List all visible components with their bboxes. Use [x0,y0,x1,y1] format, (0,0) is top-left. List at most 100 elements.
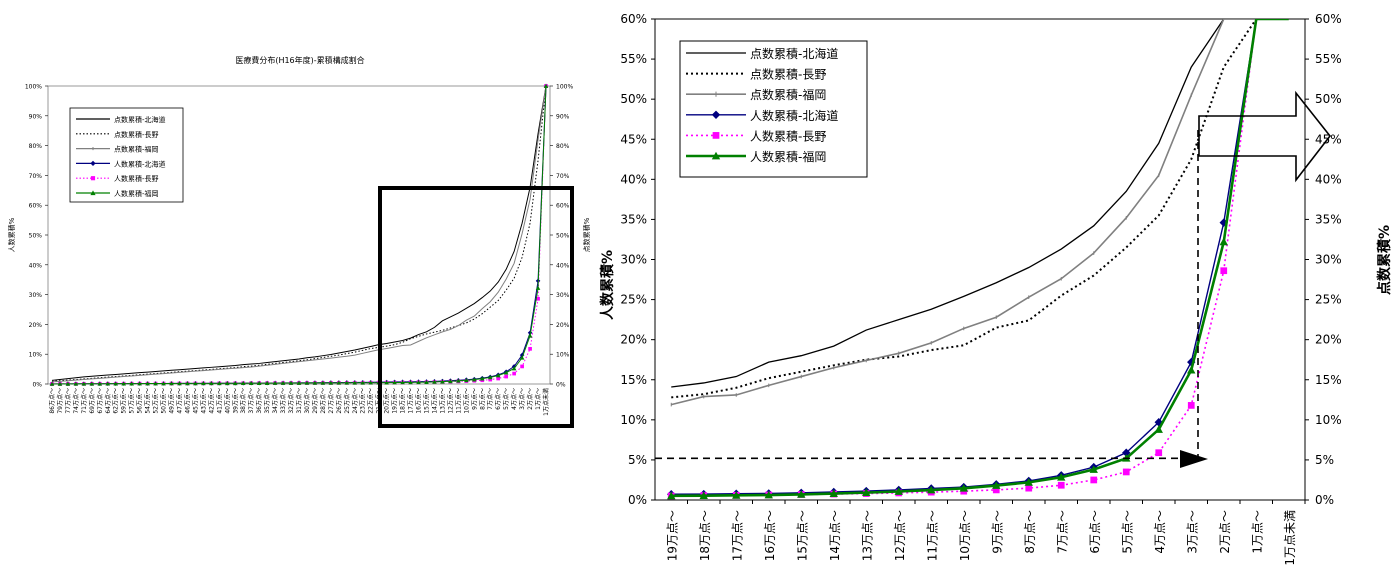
data-point [1219,237,1228,246]
x-tick-label: 29万点～ [311,388,319,414]
data-point [57,381,63,386]
data-point [862,488,871,496]
x-tick-label: 52万点～ [152,388,160,414]
y-tick-label: 80% [29,143,43,150]
data-point [1057,481,1065,489]
data-point [894,487,903,495]
arrow-right-small [1180,450,1208,468]
data-point [121,381,126,386]
x-tick-label: 14万点～ [828,510,842,561]
legend-marker [711,151,721,160]
x-tick-label: 59万点～ [120,388,128,414]
y2-tick-label: 50% [556,233,570,240]
y2-tick-label: 5% [1315,453,1334,467]
data-point [89,381,95,386]
legend-marker [90,160,96,166]
data-point [528,346,532,351]
x-tick-label: 45万点～ [191,388,199,414]
x-tick-label: 12万点～ [893,510,907,561]
y-tick-label: 60% [29,203,43,210]
legend-marker [712,132,720,139]
data-point [432,379,437,384]
data-point [153,381,158,386]
x-tick-label: 16万点～ [415,388,423,414]
x-tick-label: 32万点～ [287,388,295,414]
x-tick-label: 22万点～ [367,388,375,414]
data-point [360,380,366,385]
x-tick-label: 10万点～ [958,510,972,561]
x-tick-label: 26万点～ [335,388,343,414]
y2-tick-label: 40% [1315,172,1342,186]
legend-marker [711,110,721,119]
x-tick-label: 23万点～ [359,388,367,414]
data-point [113,381,119,386]
x-tick-label: 20万点～ [383,388,391,414]
y2-tick-label: 55% [1315,52,1342,66]
data-point [161,381,166,386]
y-tick-label: 10% [620,413,647,427]
y2-tick-label: 60% [1315,12,1342,26]
x-tick-label: 64万点～ [104,388,112,414]
data-point [1187,402,1195,409]
x-tick-label: 54万点～ [144,388,152,414]
y2-tick-label: 40% [556,262,570,269]
x-tick-label: 50万点～ [160,388,168,414]
y-tick-label: 50% [29,233,43,240]
data-point [1089,465,1098,473]
data-point [1024,478,1033,486]
x-tick-label: 37万点～ [247,388,255,414]
data-point [1122,468,1130,476]
y2-tick-label: 35% [1315,212,1342,226]
x-tick-label: 1万点未満 [542,388,550,416]
data-point [352,380,358,385]
y2-tick-label: 20% [1315,333,1342,347]
x-tick-label: 28万点～ [319,388,327,414]
data-point [535,285,541,290]
x-tick-label: 19万点～ [391,388,399,414]
data-point [667,491,676,500]
legend-label: 人数累積-長野 [114,174,159,183]
x-tick-label: 15万点～ [795,510,809,561]
data-point [797,490,806,498]
x-tick-label: 19万点～ [665,510,679,561]
x-tick-label: 5万点～ [502,388,510,410]
x-tick-label: 18万点～ [698,510,712,561]
y2-tick-label: 15% [1315,373,1342,387]
x-tick-label: 6万点～ [1088,510,1102,554]
legend-label: 人数累積-福岡 [750,149,826,164]
legend-label: 点数累積-北海道 [114,115,166,124]
data-point [217,380,222,386]
x-tick-label: 9万点～ [990,510,1004,554]
data-point [408,380,413,385]
legend [679,40,868,178]
data-point [400,380,405,385]
data-point [829,489,838,497]
x-tick-label: 39万点～ [231,388,239,414]
data-point [464,378,469,383]
x-tick-label: 71万点～ [80,388,88,414]
x-tick-label: 56万点～ [136,388,144,414]
x-tick-label: 1万点未満 [1283,510,1297,566]
x-tick-label: 62万点～ [112,388,120,414]
data-point [49,381,55,386]
x-tick-label: 35万点～ [263,388,271,414]
y-tick-label: 90% [29,113,43,120]
data-point [519,355,525,360]
series-line [51,85,547,382]
data-point [992,481,1001,489]
data-point [1154,425,1163,433]
data-point [392,380,397,385]
data-point [543,83,549,88]
x-tick-label: 1万点～ [534,388,542,410]
x-tick-label: 4万点～ [510,388,518,410]
data-point [527,333,533,338]
data-point [448,378,453,384]
x-tick-label: 31万点～ [295,388,303,414]
legend-label: 点数累積-長野 [750,67,826,82]
legend-label: 点数累積-福岡 [750,87,826,102]
x-tick-label: 25万点～ [343,388,351,414]
data-point [209,381,214,386]
x-tick-label: 4万点～ [1153,510,1167,554]
x-tick-label: 86万点～ [48,388,56,414]
y2-tick-label: 50% [1315,92,1342,106]
